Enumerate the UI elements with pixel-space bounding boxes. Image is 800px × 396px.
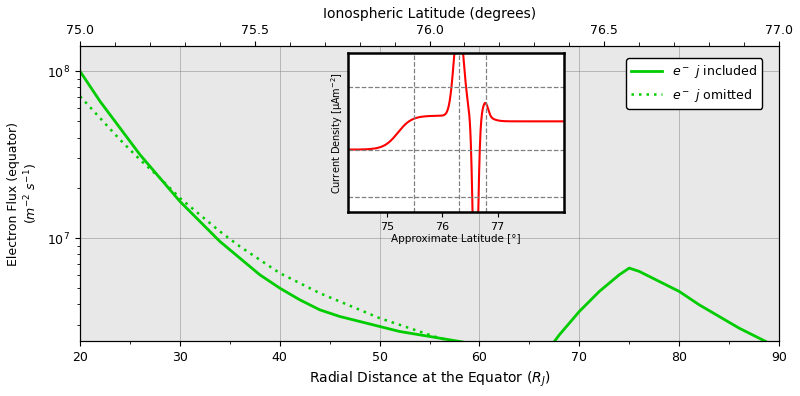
$e^-$ $j$ included <box>75 69 85 74</box>
$e^-$ $j$ included <box>505 358 514 362</box>
Line: $e^-$ $j$ included: $e^-$ $j$ included <box>80 71 769 363</box>
$e^-$ $j$ included <box>195 219 205 224</box>
$e^-$ $j$ omitted <box>115 137 125 142</box>
$e^-$ $j$ omitted <box>175 196 185 200</box>
$e^-$ $j$ included <box>764 341 774 346</box>
$e^-$ $j$ omitted <box>375 316 385 320</box>
$e^-$ $j$ included <box>694 303 704 307</box>
$e^-$ $j$ included <box>115 126 125 130</box>
$e^-$ $j$ included <box>614 272 624 277</box>
$e^-$ $j$ included <box>175 199 185 204</box>
$e^-$ $j$ included <box>734 326 744 331</box>
X-axis label: Approximate Latitude [°]: Approximate Latitude [°] <box>391 234 521 244</box>
$e^-$ $j$ included <box>295 297 305 302</box>
$e^-$ $j$ omitted <box>135 157 145 162</box>
$e^-$ $j$ included <box>594 289 604 294</box>
$e^-$ $j$ included <box>275 286 285 291</box>
$e^-$ $j$ included <box>514 361 524 366</box>
$e^-$ $j$ included <box>645 274 654 279</box>
$e^-$ $j$ included <box>714 314 724 319</box>
$e^-$ $j$ omitted <box>414 329 424 334</box>
$e^-$ $j$ included <box>355 319 365 324</box>
$e^-$ $j$ included <box>474 343 484 347</box>
$e^-$ $j$ included <box>654 279 664 284</box>
$e^-$ $j$ included <box>335 314 345 319</box>
$e^-$ $j$ omitted <box>355 307 365 312</box>
$e^-$ $j$ included <box>235 256 245 261</box>
$e^-$ $j$ omitted <box>574 371 584 375</box>
$e^-$ $j$ omitted <box>474 346 484 350</box>
Legend: $e^-$ $j$ included, $e^-$ $j$ omitted: $e^-$ $j$ included, $e^-$ $j$ omitted <box>626 58 762 109</box>
$e^-$ $j$ included <box>554 332 564 337</box>
X-axis label: Radial Distance at the Equator ($R_J$): Radial Distance at the Equator ($R_J$) <box>309 370 550 389</box>
$e^-$ $j$ included <box>95 99 105 104</box>
$e^-$ $j$ included <box>625 266 634 270</box>
$e^-$ $j$ included <box>454 339 464 344</box>
$e^-$ $j$ omitted <box>95 116 105 120</box>
$e^-$ $j$ omitted <box>255 257 265 262</box>
$e^-$ $j$ omitted <box>235 244 245 249</box>
$e^-$ $j$ omitted <box>694 394 704 396</box>
$e^-$ $j$ omitted <box>634 384 644 389</box>
Y-axis label: Electron Flux (equator)
($m^{-2}$ $s^{-1}$): Electron Flux (equator) ($m^{-2}$ $s^{-1… <box>7 122 40 266</box>
$e^-$ $j$ included <box>255 272 265 277</box>
$e^-$ $j$ included <box>754 336 764 341</box>
$e^-$ $j$ omitted <box>614 379 624 384</box>
$e^-$ $j$ omitted <box>75 94 85 99</box>
$e^-$ $j$ omitted <box>514 356 524 360</box>
$e^-$ $j$ included <box>414 332 424 337</box>
$e^-$ $j$ included <box>634 269 644 274</box>
$e^-$ $j$ included <box>135 152 145 157</box>
$e^-$ $j$ omitted <box>554 366 564 371</box>
$e^-$ $j$ omitted <box>394 322 404 327</box>
$e^-$ $j$ omitted <box>434 336 444 341</box>
$e^-$ $j$ omitted <box>674 391 684 396</box>
$e^-$ $j$ included <box>545 346 554 350</box>
$e^-$ $j$ omitted <box>454 341 464 346</box>
$e^-$ $j$ included <box>375 324 385 329</box>
Line: $e^-$ $j$ omitted: $e^-$ $j$ omitted <box>80 96 769 396</box>
$e^-$ $j$ included <box>434 336 444 341</box>
$e^-$ $j$ included <box>315 307 325 312</box>
$e^-$ $j$ included <box>215 239 225 244</box>
$e^-$ $j$ omitted <box>295 281 305 286</box>
$e^-$ $j$ omitted <box>215 229 225 234</box>
$e^-$ $j$ omitted <box>195 212 205 217</box>
$e^-$ $j$ omitted <box>594 376 604 381</box>
$e^-$ $j$ omitted <box>534 361 544 366</box>
X-axis label: Ionospheric Latitude (degrees): Ionospheric Latitude (degrees) <box>323 7 536 21</box>
$e^-$ $j$ included <box>155 176 165 181</box>
$e^-$ $j$ included <box>674 289 684 294</box>
$e^-$ $j$ included <box>525 361 534 366</box>
$e^-$ $j$ omitted <box>275 271 285 276</box>
$e^-$ $j$ omitted <box>494 351 504 356</box>
$e^-$ $j$ included <box>574 309 584 314</box>
Y-axis label: Current Density [μAm$^{-2}$]: Current Density [μAm$^{-2}$] <box>330 72 346 194</box>
$e^-$ $j$ omitted <box>155 176 165 181</box>
$e^-$ $j$ included <box>494 352 504 357</box>
$e^-$ $j$ included <box>534 356 544 360</box>
$e^-$ $j$ omitted <box>315 291 325 295</box>
$e^-$ $j$ included <box>394 329 404 334</box>
$e^-$ $j$ omitted <box>654 387 664 392</box>
$e^-$ $j$ omitted <box>335 299 345 304</box>
